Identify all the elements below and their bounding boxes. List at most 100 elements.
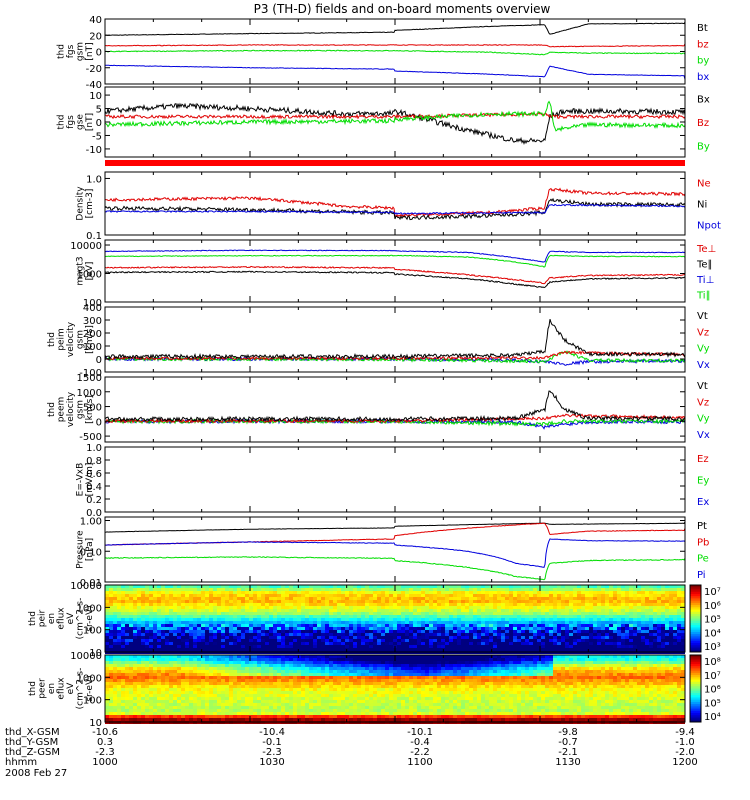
- axis-label-line: thd: [57, 44, 67, 59]
- y-tick-label: 0.1: [86, 231, 102, 242]
- y-tick-label: 5: [96, 105, 102, 116]
- y-tick-label: 400: [83, 303, 102, 314]
- colorbar: [689, 584, 702, 653]
- y-tick-label: -40: [86, 80, 102, 91]
- axis-label-line: gsm: [76, 400, 86, 419]
- y-tick-label: 0: [96, 417, 102, 428]
- orbit-value: -9.4: [675, 727, 695, 738]
- orbit-row-name: thd_Z-GSM: [5, 747, 60, 758]
- series-line-Vt: [105, 390, 685, 423]
- legend-label: Vt: [697, 311, 708, 322]
- orbit-value: -2.3: [262, 747, 282, 758]
- y-tick-label: 1500: [77, 373, 102, 384]
- axis-label-line: fgs: [66, 115, 76, 129]
- panel-fgs_gse: 10 5 0 -5 -10 thd fgs gse [nT] Bx Bz By: [57, 86, 710, 158]
- axis-label-line: eV: [66, 612, 76, 625]
- legend-label: Vx: [697, 430, 710, 441]
- orbit-value: -10.1: [407, 727, 433, 738]
- axis-label-line: sr-eV): [85, 675, 95, 701]
- orbit-value: -0.4: [410, 737, 430, 748]
- orbit-value: 1200: [672, 757, 697, 768]
- y-tick-label: -100: [79, 368, 102, 379]
- orbit-table: thd_X-GSM -10.6 -10.4 -10.1 -9.8 -9.4 thd_Y-GS…: [5, 727, 698, 768]
- orbit-value: -10.6: [92, 727, 118, 738]
- y-tick-label: 10000: [70, 651, 102, 662]
- y-tick-label: 1000: [77, 673, 102, 684]
- y-tick-label: -5: [92, 131, 102, 142]
- axis-label-line: peir: [38, 609, 48, 627]
- axis-label-line: thd: [57, 115, 67, 130]
- axis-label-line: eflux: [57, 677, 67, 700]
- axis-label-line: [km/s]: [85, 395, 95, 424]
- y-tick-label: 20: [89, 31, 102, 42]
- axis-label-line: Density: [76, 186, 86, 221]
- y-tick-label: 1000: [77, 388, 102, 399]
- series-line-By: [105, 100, 685, 132]
- legend-label: By: [697, 141, 710, 152]
- orbit-row-name: hhmm: [5, 757, 37, 768]
- orbit-value: -2.1: [558, 747, 578, 758]
- legend-label: Ez: [697, 454, 709, 465]
- axis-label-line: thd: [47, 402, 57, 417]
- y-tick-label: 10: [89, 91, 102, 102]
- axis-label-line: en: [47, 613, 57, 624]
- y-tick-label: 1.0: [86, 174, 102, 185]
- legend-label: by: [697, 56, 709, 67]
- y-tick-label: -500: [79, 432, 102, 443]
- axis-label-line: velocity: [66, 321, 76, 357]
- panel-pressure: 1.00 0.10 0.01 Pressure [nPa] Pt Pb Pe Pi: [76, 516, 709, 589]
- legend-label: Npot: [697, 221, 721, 232]
- legend-label: Ne: [697, 179, 711, 190]
- colorbar-tick-label: 10⁵: [704, 698, 721, 709]
- series-line-bz: [105, 43, 685, 48]
- axis-label-line: thd: [28, 611, 38, 626]
- panel-peer_eflux: 10000 1000 100 10 thd peer en eflux eV (cm^2-s-sr…: [28, 651, 721, 729]
- axis-label-line: eV: [66, 682, 76, 695]
- panel-temperature: 10000 1000 100 magt3 [eV] Te⊥ Te∥ Ti⊥ Ti∥: [70, 239, 716, 309]
- axis-label-line: fgs: [66, 44, 76, 58]
- y-tick-label: 200: [83, 329, 102, 340]
- y-tick-label: 0.0: [86, 508, 102, 519]
- separator-bar: [105, 160, 685, 166]
- axis-label-line: (cm^2-s-: [76, 668, 86, 710]
- y-tick-label: -20: [86, 64, 102, 75]
- orbit-value: 1000: [92, 757, 117, 768]
- legend-label: Bx: [697, 95, 710, 106]
- axis-label-line: sr-eV): [85, 605, 95, 631]
- legend-label: Ti∥: [696, 290, 711, 301]
- colorbar-tick-label: 10⁷: [704, 587, 721, 598]
- panel-efield: 1.0 0.8 0.6 0.4 0.2 0.0 E=-VxB [mV/m] Ez Ey Ex: [76, 443, 710, 519]
- legend-label: Pb: [697, 537, 709, 548]
- axis-label-line: [cm-3]: [85, 189, 95, 219]
- y-tick-label: 1.0: [86, 443, 102, 454]
- orbit-value: 1030: [259, 757, 284, 768]
- orbit-value: -9.8: [558, 727, 578, 738]
- axis-label-line: peer: [38, 678, 48, 699]
- y-tick-label: 1000: [77, 603, 102, 614]
- colorbar-tick-label: 10⁴: [704, 712, 721, 723]
- y-tick-label: 100: [83, 342, 102, 353]
- axis-label-line: peem: [57, 397, 67, 423]
- legend-label: Ex: [697, 497, 709, 508]
- axis-label-line: magt3: [76, 256, 86, 285]
- series-line-Ni: [105, 197, 685, 221]
- y-tick-label: 0.01: [80, 578, 102, 589]
- legend-label: Vz: [697, 397, 709, 408]
- y-tick-label: 0.6: [86, 469, 102, 480]
- legend-label: Pi: [697, 570, 706, 581]
- colorbar-tick-label: 10⁶: [704, 685, 721, 696]
- y-tick-label: 10: [89, 718, 102, 729]
- orbit-value: -2.0: [675, 747, 695, 758]
- axis-label-line: [mV/m]: [85, 463, 95, 497]
- orbit-value: -2.3: [95, 747, 115, 758]
- legend-label: Pe: [697, 554, 709, 565]
- orbit-value: -1.0: [675, 737, 695, 748]
- legend-label: Te∥: [696, 259, 713, 270]
- panel-peem_velocity: 1500 1000 500 0 -500 thd peem velocity gsm [km/s]…: [47, 373, 710, 443]
- y-tick-label: 0.10: [80, 547, 102, 558]
- legend-label: Pt: [697, 521, 707, 532]
- colorbar-tick-label: 10⁸: [704, 657, 721, 668]
- legend-label: Te⊥: [696, 244, 716, 255]
